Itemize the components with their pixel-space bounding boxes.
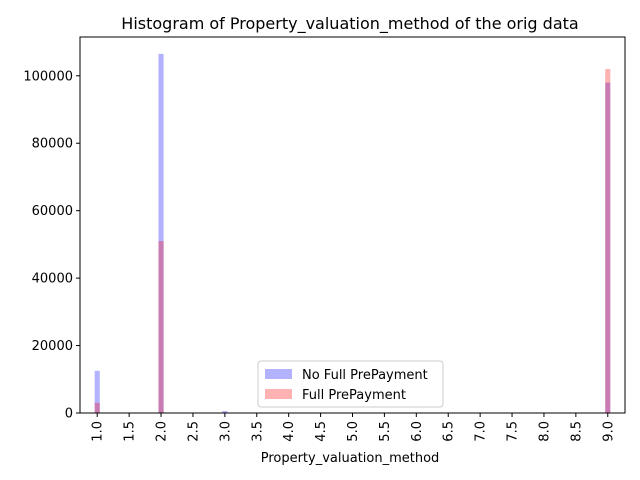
x-tick-label: 1.5 [123, 421, 138, 442]
plot-area: 0 20000 40000 60000 80000 100000 1.0 1.5 2.0 2.5 3… [23, 36, 626, 442]
bar-full-prepayment-9 [605, 69, 611, 413]
bar-no-full-prepayment-3 [222, 410, 228, 413]
x-tick-label: 2.5 [186, 421, 201, 442]
legend-swatch-full-prepayment [265, 389, 292, 399]
legend-box [257, 360, 444, 408]
y-tick-label: 20000 [32, 339, 73, 354]
x-tick-label: 3.5 [250, 421, 265, 442]
bar-no-full-prepayment-9 [605, 82, 611, 414]
x-tick-label: 4.0 [282, 421, 297, 442]
legend: No Full PrePayment Full PrePayment [257, 360, 444, 408]
y-tick-label: 80000 [32, 137, 73, 152]
x-tick-label: 2.0 [155, 421, 170, 442]
bar-no-full-prepayment-2 [158, 53, 164, 413]
y-tick-label: 40000 [32, 272, 73, 287]
bar-full-prepayment-2 [158, 241, 164, 413]
x-tick-label: 9.0 [601, 421, 616, 442]
legend-label-full-prepayment: Full PrePayment [302, 388, 406, 403]
chart-title: Histogram of Property_valuation_method o… [121, 14, 578, 34]
legend-label-no-full-prepayment: No Full PrePayment [302, 368, 428, 383]
x-tick-label: 6.0 [410, 421, 425, 442]
y-tick-label: 0 [65, 407, 73, 422]
x-tick-label: 3.0 [218, 421, 233, 442]
x-tick-label: 7.0 [474, 421, 489, 442]
y-tick-label: 60000 [32, 204, 73, 219]
x-axis-title: Property_valuation_method [261, 451, 440, 466]
x-tick-label: 5.5 [378, 421, 393, 442]
x-tick-label: 4.5 [314, 421, 329, 442]
x-tick-label: 8.5 [569, 421, 584, 442]
bar-no-full-prepayment-1 [94, 370, 100, 413]
x-tick-label: 7.5 [506, 421, 521, 442]
x-tick-label: 5.0 [346, 421, 361, 442]
x-tick-label: 6.5 [442, 421, 457, 442]
legend-swatch-no-full-prepayment [265, 369, 292, 379]
x-tick-label: 8.0 [537, 421, 552, 442]
bar-full-prepayment-1 [94, 402, 100, 413]
y-tick-label: 100000 [23, 69, 73, 84]
x-tick-label: 1.0 [91, 421, 106, 442]
